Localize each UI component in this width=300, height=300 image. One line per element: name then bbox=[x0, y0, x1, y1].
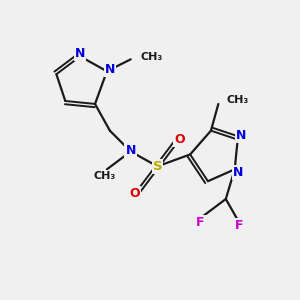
Text: CH₃: CH₃ bbox=[140, 52, 162, 62]
Text: N: N bbox=[125, 143, 136, 157]
Text: N: N bbox=[75, 47, 85, 61]
Text: N: N bbox=[233, 166, 244, 179]
Text: N: N bbox=[236, 129, 246, 142]
Text: O: O bbox=[130, 187, 140, 200]
Text: CH₃: CH₃ bbox=[227, 95, 249, 105]
Text: S: S bbox=[153, 160, 162, 173]
Text: N: N bbox=[105, 63, 115, 76]
Text: F: F bbox=[235, 219, 243, 232]
Text: F: F bbox=[196, 216, 205, 229]
Text: O: O bbox=[174, 133, 185, 146]
Text: CH₃: CH₃ bbox=[93, 171, 116, 181]
